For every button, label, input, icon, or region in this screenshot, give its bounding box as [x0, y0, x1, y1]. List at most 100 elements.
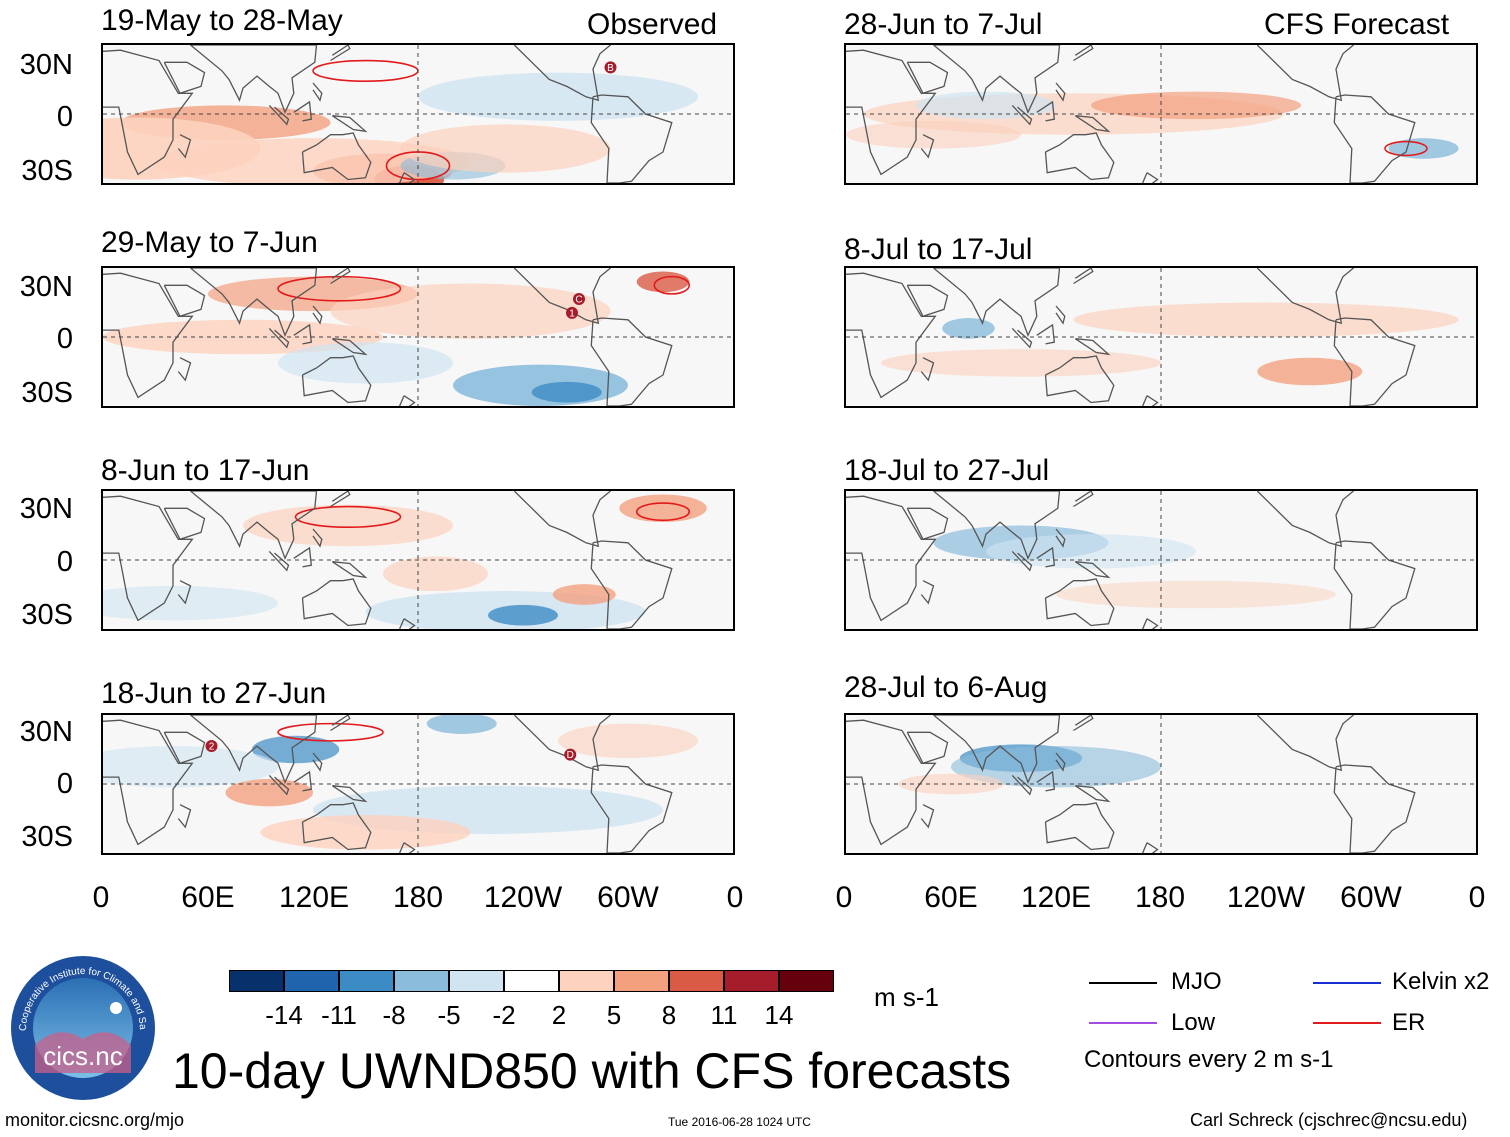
anomaly-blob — [418, 72, 698, 121]
legend-line-low — [1089, 1022, 1157, 1024]
anomaly-blob — [636, 271, 690, 293]
coastline — [846, 719, 937, 846]
coastline — [301, 802, 372, 851]
colorbar-swatch — [669, 970, 724, 992]
coastline — [1073, 268, 1094, 285]
coastline — [1141, 395, 1159, 406]
coastline — [190, 491, 318, 560]
coastline — [933, 45, 1061, 114]
coastline — [312, 305, 323, 325]
map-panel-observed-1: B — [101, 43, 735, 185]
coastline — [1141, 172, 1159, 183]
svg-text:B: B — [607, 63, 614, 74]
coastline — [177, 804, 192, 829]
colorbar-label: 11 — [710, 1000, 738, 1030]
coastline — [1256, 491, 1354, 548]
coastline — [906, 507, 949, 541]
coastline — [590, 540, 673, 629]
coastline — [293, 100, 313, 122]
coastline — [1256, 715, 1354, 772]
lon-label: 180 — [1134, 881, 1186, 914]
colorbar-label: 8 — [661, 1000, 677, 1030]
coastline — [846, 495, 937, 622]
map-panel-forecast-1 — [844, 43, 1478, 185]
anomaly-blob — [1388, 138, 1459, 159]
coastline — [1141, 842, 1159, 853]
panel-title: 28-Jun to 7-Jul — [844, 8, 1043, 41]
coastline — [331, 561, 368, 579]
legend-label-mjo: MJO — [1171, 968, 1222, 995]
coastline — [312, 528, 323, 548]
coastline — [301, 132, 372, 181]
coastline — [1074, 785, 1111, 803]
coastline — [1036, 546, 1056, 568]
coastline — [846, 272, 937, 399]
coastline — [920, 357, 935, 382]
anomaly-blob — [1073, 302, 1459, 337]
colorbar-label: -11 — [321, 1000, 357, 1030]
anomaly-blob — [225, 778, 313, 807]
colorbar-swatch — [504, 970, 559, 992]
coastline — [1055, 305, 1066, 325]
lat-label: 30N — [19, 716, 73, 748]
footer-credit: Carl Schreck (cjschrec@ncsu.edu) — [1190, 1110, 1468, 1130]
svg-text:D: D — [567, 750, 574, 761]
lat-label: 30S — [21, 155, 73, 187]
coastline — [103, 272, 194, 399]
coastline — [1011, 550, 1033, 572]
anomaly-blob — [1056, 580, 1336, 609]
anomaly-blob — [552, 584, 616, 605]
lat-label: 30N — [19, 49, 73, 81]
lat-label: 0 — [56, 101, 73, 133]
anomaly-blob — [846, 120, 1021, 149]
coastline — [1333, 317, 1416, 406]
map-canvas — [846, 268, 1476, 406]
coastline — [1044, 802, 1115, 851]
coastline — [1055, 752, 1066, 772]
colorbar-swatch — [339, 970, 394, 992]
anomaly-blob — [619, 494, 707, 523]
coastline — [906, 731, 949, 765]
coastline — [1055, 528, 1066, 548]
main-title: 10-day UWND850 with CFS forecasts — [172, 1043, 1012, 1099]
footer-url[interactable]: monitor.cicsnc.org/mjo — [5, 1110, 185, 1130]
coastline — [1055, 82, 1066, 102]
coastline — [330, 491, 351, 508]
panel-title: 18-Jun to 27-Jun — [101, 677, 327, 710]
anomaly-blob — [330, 283, 611, 339]
storm-marker: 2 — [205, 740, 218, 753]
coastline — [331, 338, 368, 356]
coastline — [398, 172, 416, 183]
coastline — [1256, 268, 1354, 325]
map-canvas — [103, 491, 733, 629]
coastline — [398, 395, 416, 406]
lon-label: 60W — [597, 881, 659, 914]
lon-label: 120W — [1226, 881, 1306, 914]
colorbar-swatch — [394, 970, 449, 992]
anomaly-blob — [531, 381, 602, 403]
svg-text:1: 1 — [569, 308, 575, 319]
anomaly-blob — [155, 138, 471, 183]
lon-label: 0 — [92, 881, 110, 914]
coastline — [103, 495, 194, 622]
coastline — [103, 49, 194, 176]
coastline — [513, 268, 611, 325]
coastline — [330, 45, 351, 62]
coastline — [293, 546, 313, 568]
svg-text:2: 2 — [209, 742, 215, 753]
coastline — [163, 284, 206, 318]
colorbar-label: 5 — [606, 1000, 622, 1030]
coastline — [163, 507, 206, 541]
colorbar-label: 14 — [764, 1000, 794, 1030]
coastline — [1036, 323, 1056, 345]
cics-logo: Cooperative Institute for Climate and Sa… — [8, 953, 155, 1100]
legend-line-er — [1313, 1022, 1381, 1024]
coastline — [1074, 338, 1111, 356]
map-panel-forecast-2 — [844, 266, 1478, 408]
coastline — [1036, 100, 1056, 122]
er-contour — [294, 505, 402, 529]
coastline — [190, 715, 318, 784]
lon-label: 0 — [1468, 881, 1486, 914]
lat-label: 30S — [21, 821, 73, 853]
